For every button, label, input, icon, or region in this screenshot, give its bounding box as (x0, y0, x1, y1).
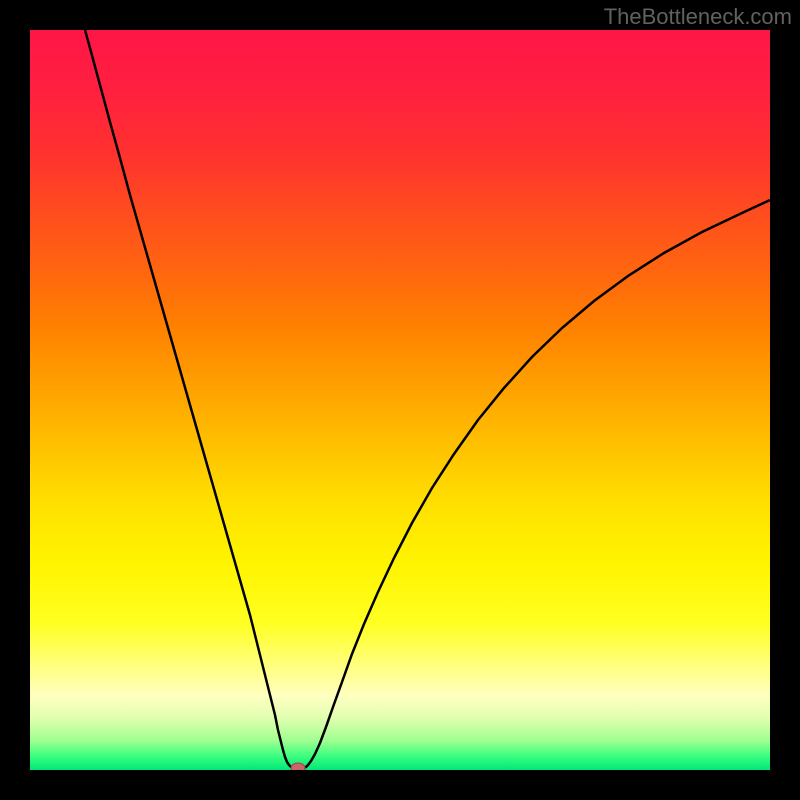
bottleneck-curve (30, 30, 770, 770)
chart-container: { "watermark": "TheBottleneck.com", "wat… (0, 0, 800, 800)
chart-plot-area (30, 30, 770, 770)
watermark-text: TheBottleneck.com (604, 4, 792, 30)
